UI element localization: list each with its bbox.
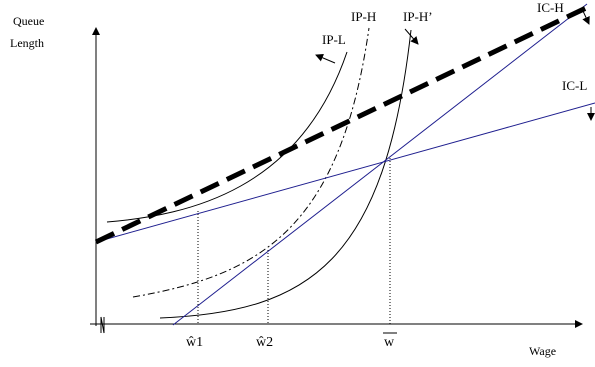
ic-h-line xyxy=(172,3,588,326)
y-axis-label-line1: Queue xyxy=(13,14,44,28)
ic-l-line xyxy=(95,102,595,243)
ip-l-direction-arrow xyxy=(315,54,336,64)
curve-label-ic-l: IC-L xyxy=(562,78,587,93)
ip-l-curve xyxy=(106,51,348,223)
curve-label-ip-h-prime: IP-H’ xyxy=(403,9,433,24)
ip-h-prime-curve xyxy=(159,29,412,319)
axis-break-mark xyxy=(100,316,105,334)
ic-h-direction-arrow xyxy=(582,10,590,25)
ip-h-prime-direction-arrow xyxy=(404,28,419,45)
tick-label-wbar: w xyxy=(384,335,395,350)
x-axis-label: Wage xyxy=(529,344,556,358)
tick-label-w2: ŵ2 xyxy=(256,335,273,350)
thick-dashed-line xyxy=(94,5,588,245)
curve-label-ic-h: IC-H xyxy=(537,0,564,15)
curve-label-ip-h: IP-H xyxy=(351,9,376,24)
y-axis-label-line2: Length xyxy=(10,36,44,50)
tick-label-w1: ŵ1 xyxy=(186,335,203,350)
ip-h-curve xyxy=(132,27,370,298)
curve-label-ip-l: IP-L xyxy=(322,32,346,47)
